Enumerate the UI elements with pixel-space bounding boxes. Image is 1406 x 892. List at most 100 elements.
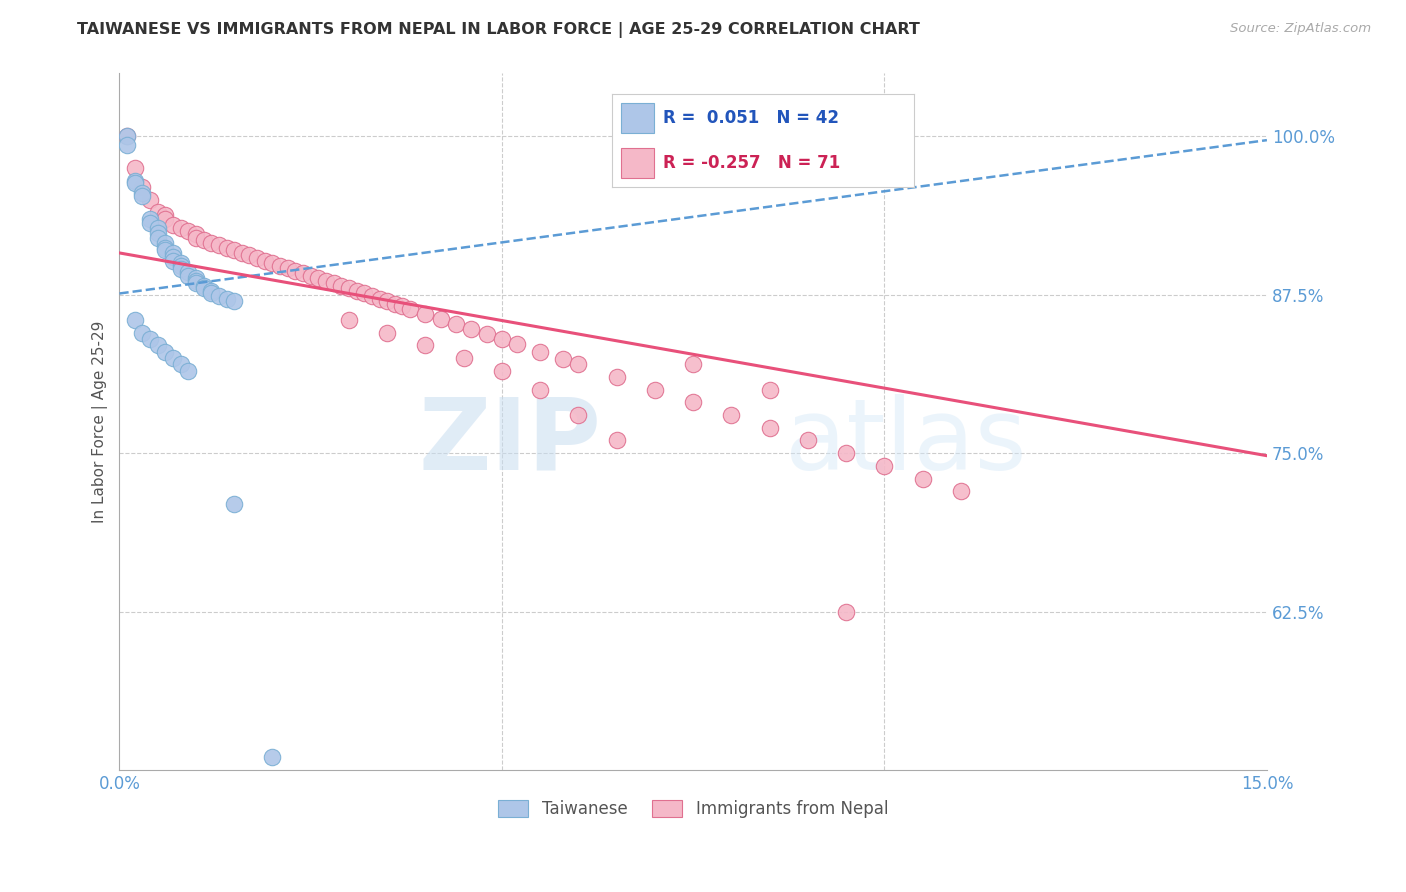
Point bbox=[384, 296, 406, 310]
Point bbox=[124, 313, 146, 327]
Point bbox=[184, 274, 207, 288]
Point bbox=[911, 471, 934, 485]
Point bbox=[131, 180, 153, 194]
Point bbox=[146, 338, 169, 352]
Text: ZIP: ZIP bbox=[419, 394, 602, 491]
Point bbox=[368, 292, 391, 306]
Point bbox=[193, 233, 215, 247]
Point bbox=[529, 344, 551, 359]
Point bbox=[169, 259, 191, 273]
Point bbox=[115, 129, 138, 144]
Point bbox=[797, 434, 820, 448]
Point bbox=[337, 281, 360, 295]
Point bbox=[131, 189, 153, 203]
Point bbox=[758, 421, 780, 435]
Point bbox=[139, 332, 162, 346]
Text: atlas: atlas bbox=[785, 394, 1026, 491]
Point bbox=[491, 332, 513, 346]
Point bbox=[155, 208, 177, 222]
Bar bbox=[620, 103, 654, 133]
Point bbox=[567, 358, 589, 372]
Point bbox=[606, 434, 628, 448]
Point bbox=[337, 313, 360, 327]
Point bbox=[262, 256, 284, 270]
Point bbox=[162, 246, 184, 260]
Point bbox=[224, 244, 246, 258]
Point bbox=[155, 211, 177, 226]
Point bbox=[391, 299, 413, 313]
Point bbox=[284, 263, 307, 277]
Point bbox=[399, 301, 422, 316]
Point bbox=[215, 292, 238, 306]
Point bbox=[200, 235, 222, 250]
Text: Source: ZipAtlas.com: Source: ZipAtlas.com bbox=[1230, 22, 1371, 36]
Point bbox=[155, 235, 177, 250]
Point bbox=[131, 326, 153, 340]
Point bbox=[162, 253, 184, 268]
Point bbox=[184, 271, 207, 285]
Point bbox=[644, 383, 666, 397]
Point bbox=[322, 277, 344, 291]
Point bbox=[262, 750, 284, 764]
Point bbox=[315, 274, 337, 288]
Point bbox=[506, 337, 529, 351]
Point bbox=[606, 370, 628, 384]
Point bbox=[139, 215, 162, 229]
Point bbox=[169, 358, 191, 372]
Point bbox=[177, 265, 200, 279]
Point bbox=[277, 261, 299, 276]
Legend: Taiwanese, Immigrants from Nepal: Taiwanese, Immigrants from Nepal bbox=[492, 793, 894, 824]
Point bbox=[835, 446, 858, 460]
Point bbox=[224, 497, 246, 511]
Text: R =  0.051   N = 42: R = 0.051 N = 42 bbox=[664, 109, 839, 127]
Point bbox=[231, 246, 253, 260]
Point bbox=[873, 458, 896, 473]
Text: R = -0.257   N = 71: R = -0.257 N = 71 bbox=[664, 154, 841, 172]
Point bbox=[758, 383, 780, 397]
Point bbox=[553, 352, 575, 367]
Point bbox=[246, 251, 269, 265]
Point bbox=[330, 279, 353, 293]
Point bbox=[162, 218, 184, 232]
Point bbox=[238, 248, 260, 262]
Point bbox=[208, 289, 231, 303]
Point bbox=[529, 383, 551, 397]
Point bbox=[162, 250, 184, 264]
Point bbox=[475, 326, 498, 341]
Point bbox=[155, 244, 177, 258]
Point bbox=[949, 484, 972, 499]
Point bbox=[115, 129, 138, 144]
Point bbox=[200, 284, 222, 298]
Point bbox=[491, 364, 513, 378]
Point bbox=[307, 271, 329, 285]
Point bbox=[177, 224, 200, 238]
Point bbox=[177, 268, 200, 283]
Point bbox=[193, 281, 215, 295]
Point bbox=[269, 259, 291, 273]
Point bbox=[253, 253, 276, 268]
Point bbox=[453, 351, 475, 365]
Point bbox=[115, 138, 138, 153]
Bar bbox=[620, 148, 654, 178]
Point bbox=[208, 238, 231, 252]
Point bbox=[429, 311, 451, 326]
Point bbox=[444, 317, 467, 331]
Point bbox=[682, 358, 704, 372]
Point bbox=[146, 226, 169, 240]
Point bbox=[720, 408, 742, 422]
Point bbox=[415, 307, 437, 321]
Point bbox=[835, 605, 858, 619]
Text: TAIWANESE VS IMMIGRANTS FROM NEPAL IN LABOR FORCE | AGE 25-29 CORRELATION CHART: TAIWANESE VS IMMIGRANTS FROM NEPAL IN LA… bbox=[77, 22, 920, 38]
Point bbox=[146, 231, 169, 245]
Point bbox=[177, 364, 200, 378]
Point bbox=[162, 351, 184, 365]
Point bbox=[146, 220, 169, 235]
Point bbox=[169, 262, 191, 277]
Point bbox=[200, 286, 222, 301]
Point bbox=[169, 220, 191, 235]
Point bbox=[299, 268, 322, 283]
Point bbox=[224, 294, 246, 309]
Point bbox=[353, 286, 375, 301]
Point bbox=[292, 266, 315, 280]
Point bbox=[215, 241, 238, 255]
